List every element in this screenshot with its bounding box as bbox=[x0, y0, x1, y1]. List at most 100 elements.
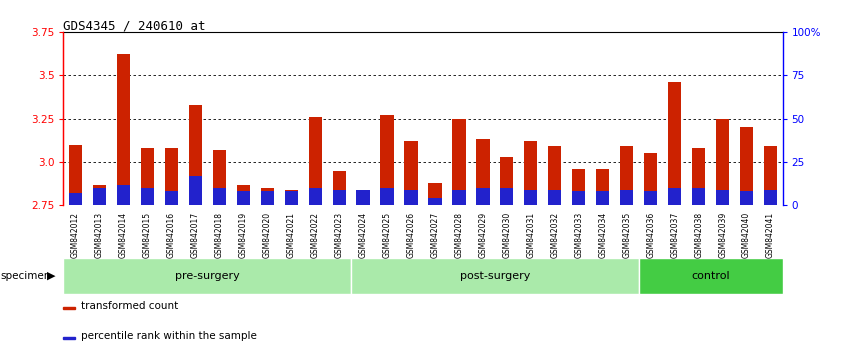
Bar bbox=[716, 190, 729, 205]
Text: GSM842022: GSM842022 bbox=[310, 212, 320, 258]
Bar bbox=[525, 141, 537, 205]
Text: control: control bbox=[691, 271, 730, 281]
Bar bbox=[332, 171, 346, 205]
Text: GSM842039: GSM842039 bbox=[718, 212, 727, 258]
Bar bbox=[525, 190, 537, 205]
Bar bbox=[237, 184, 250, 205]
Bar bbox=[500, 157, 514, 205]
Bar bbox=[668, 188, 681, 205]
Text: GSM842033: GSM842033 bbox=[574, 212, 583, 258]
Text: GSM842020: GSM842020 bbox=[263, 212, 272, 258]
Text: specimen: specimen bbox=[1, 271, 52, 281]
Bar bbox=[117, 55, 130, 205]
Bar bbox=[332, 190, 346, 205]
Bar bbox=[237, 192, 250, 205]
Bar bbox=[212, 150, 226, 205]
Bar bbox=[548, 146, 562, 205]
Bar bbox=[740, 192, 753, 205]
Bar bbox=[93, 184, 106, 205]
Text: GSM842017: GSM842017 bbox=[191, 212, 200, 258]
Bar bbox=[453, 190, 465, 205]
Bar bbox=[692, 148, 706, 205]
Text: GSM842019: GSM842019 bbox=[239, 212, 248, 258]
Bar bbox=[596, 192, 609, 205]
Text: GSM842026: GSM842026 bbox=[407, 212, 415, 258]
Bar bbox=[548, 190, 562, 205]
Bar bbox=[381, 115, 393, 205]
Text: transformed count: transformed count bbox=[81, 301, 179, 311]
Bar bbox=[476, 139, 490, 205]
Bar bbox=[620, 190, 634, 205]
Bar bbox=[309, 117, 321, 205]
Bar bbox=[404, 141, 418, 205]
Bar bbox=[428, 198, 442, 205]
Bar bbox=[140, 188, 154, 205]
Bar bbox=[212, 188, 226, 205]
Bar bbox=[381, 188, 393, 205]
Bar bbox=[716, 119, 729, 205]
Text: GSM842031: GSM842031 bbox=[526, 212, 536, 258]
Bar bbox=[453, 119, 465, 205]
Bar bbox=[644, 192, 657, 205]
Bar bbox=[476, 188, 490, 205]
Bar bbox=[140, 148, 154, 205]
Bar bbox=[63, 258, 351, 294]
Text: GSM842032: GSM842032 bbox=[551, 212, 559, 258]
Bar bbox=[668, 82, 681, 205]
Text: GSM842028: GSM842028 bbox=[454, 212, 464, 258]
Text: GSM842016: GSM842016 bbox=[167, 212, 176, 258]
Text: GSM842023: GSM842023 bbox=[335, 212, 343, 258]
Text: GSM842040: GSM842040 bbox=[742, 212, 751, 258]
Bar bbox=[261, 192, 274, 205]
Text: GSM842013: GSM842013 bbox=[95, 212, 104, 258]
Bar bbox=[572, 169, 585, 205]
Bar bbox=[356, 190, 370, 205]
Text: GSM842021: GSM842021 bbox=[287, 212, 295, 258]
Text: GSM842025: GSM842025 bbox=[382, 212, 392, 258]
Text: GSM842041: GSM842041 bbox=[766, 212, 775, 258]
Text: GSM842036: GSM842036 bbox=[646, 212, 655, 258]
Bar bbox=[356, 192, 370, 205]
Bar bbox=[165, 192, 178, 205]
Bar bbox=[189, 176, 202, 205]
Bar bbox=[189, 105, 202, 205]
Bar bbox=[63, 307, 75, 309]
Text: GSM842038: GSM842038 bbox=[695, 212, 703, 258]
Bar bbox=[63, 337, 75, 339]
Bar bbox=[69, 144, 82, 205]
Text: GSM842018: GSM842018 bbox=[215, 212, 223, 258]
Bar bbox=[620, 146, 634, 205]
Text: GSM842015: GSM842015 bbox=[143, 212, 151, 258]
Text: GSM842037: GSM842037 bbox=[670, 212, 679, 258]
Text: GSM842029: GSM842029 bbox=[479, 212, 487, 258]
Bar bbox=[404, 190, 418, 205]
Bar bbox=[284, 192, 298, 205]
Text: GSM842030: GSM842030 bbox=[503, 212, 511, 258]
Text: GSM842012: GSM842012 bbox=[71, 212, 80, 258]
Text: GDS4345 / 240610_at: GDS4345 / 240610_at bbox=[63, 19, 206, 33]
Text: GSM842014: GSM842014 bbox=[119, 212, 128, 258]
Text: post-surgery: post-surgery bbox=[459, 271, 530, 281]
Bar bbox=[764, 146, 777, 205]
Bar bbox=[284, 190, 298, 205]
Text: GSM842024: GSM842024 bbox=[359, 212, 367, 258]
Text: GSM842035: GSM842035 bbox=[623, 212, 631, 258]
Bar bbox=[93, 188, 106, 205]
Bar bbox=[117, 184, 130, 205]
Bar bbox=[596, 169, 609, 205]
Bar bbox=[261, 188, 274, 205]
Bar bbox=[165, 148, 178, 205]
Bar bbox=[69, 193, 82, 205]
Bar bbox=[692, 188, 706, 205]
Text: GSM842034: GSM842034 bbox=[598, 212, 607, 258]
Text: percentile rank within the sample: percentile rank within the sample bbox=[81, 331, 257, 341]
Bar bbox=[500, 188, 514, 205]
Bar bbox=[428, 183, 442, 205]
Text: ▶: ▶ bbox=[47, 271, 56, 281]
Bar bbox=[351, 258, 639, 294]
Bar bbox=[644, 153, 657, 205]
Text: GSM842027: GSM842027 bbox=[431, 212, 439, 258]
Bar bbox=[639, 258, 783, 294]
Bar bbox=[572, 192, 585, 205]
Bar bbox=[309, 188, 321, 205]
